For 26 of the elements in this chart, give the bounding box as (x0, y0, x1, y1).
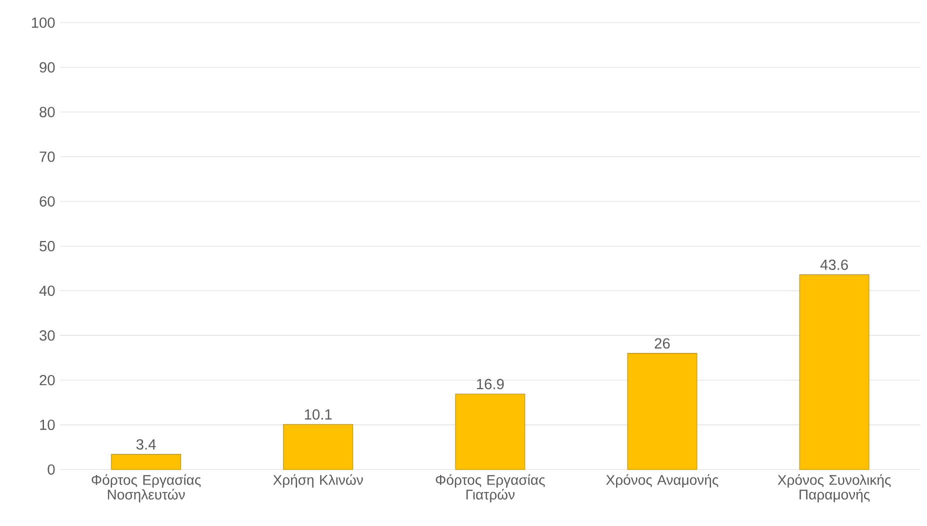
y-tick-label: 90 (40, 62, 55, 73)
data-label: 43.6 (820, 260, 848, 270)
bar (799, 274, 870, 470)
bar (283, 424, 354, 470)
data-label: 10.1 (304, 410, 332, 420)
x-tick-label: Χρόνος Αναμονής (606, 474, 718, 488)
y-tick-label: 30 (40, 330, 55, 341)
data-label: 26 (654, 338, 670, 349)
x-tick-label: Φόρτος Εργασίας Νοσηλευτών (92, 474, 201, 503)
y-tick-label: 50 (40, 241, 55, 252)
y-tick-label: 100 (32, 18, 55, 28)
y-tick-label: 10 (40, 420, 55, 430)
x-tick-label: Χρήση Κλινών (273, 474, 363, 488)
bar (111, 454, 182, 470)
x-tick-label: Χρόνος Συνολικής Παραμονής (778, 474, 891, 503)
y-tick-label: 40 (39, 286, 55, 296)
y-tick-label: 60 (40, 196, 55, 207)
bar (455, 394, 526, 470)
y-tick-label: 20 (40, 375, 55, 386)
bar (627, 353, 698, 470)
y-tick-label: 0 (48, 464, 55, 475)
x-tick-label: Φόρτος Εργασίας Γιατρών (436, 474, 545, 503)
data-label: 16.9 (477, 379, 504, 390)
y-tick-label: 80 (40, 107, 55, 118)
data-label: 3.4 (136, 439, 156, 450)
y-tick-label: 70 (40, 152, 55, 162)
